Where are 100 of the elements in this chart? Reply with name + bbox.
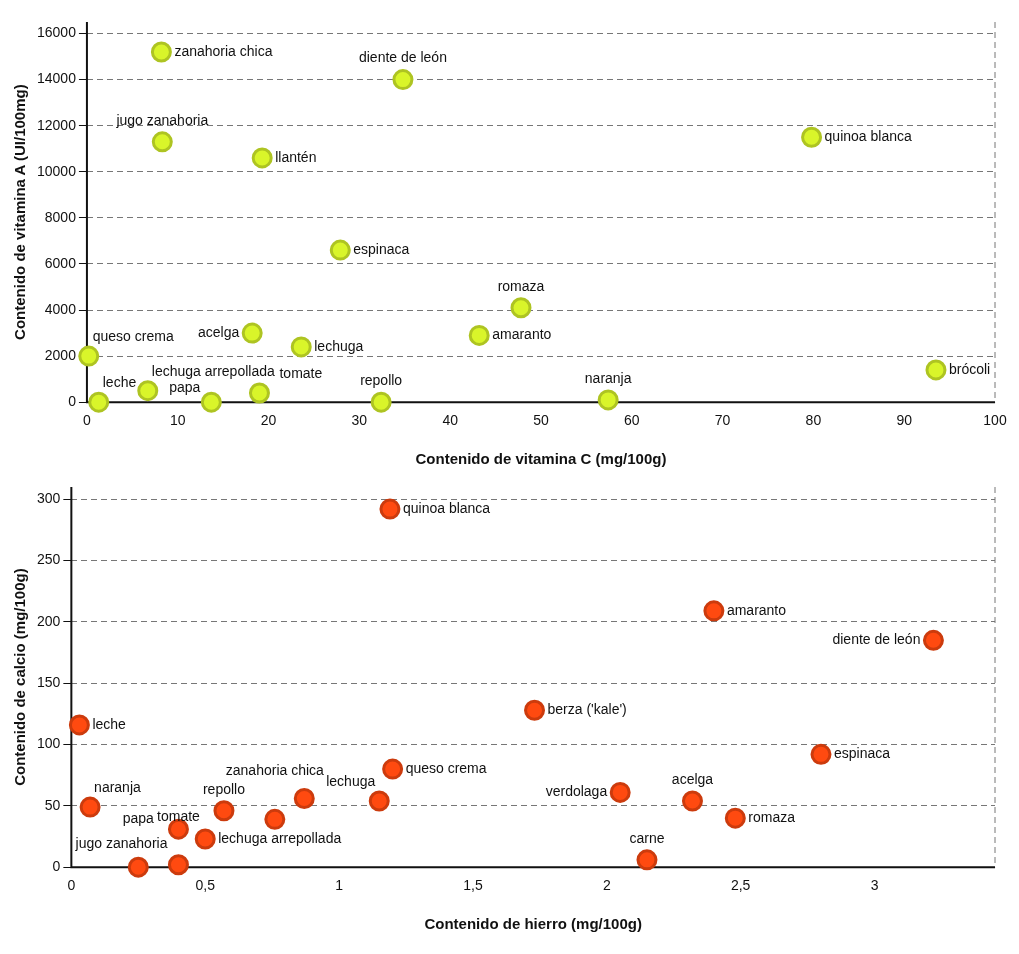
annotation: brócoli [948,360,991,377]
y-tick-label: 10000 [36,162,77,179]
point [248,382,270,404]
point [137,380,159,402]
x-tick-label: 1 [335,877,344,894]
annotation: queso crema [92,327,174,344]
annotation: repollo [202,780,246,797]
annotation: leche [102,374,137,391]
x-tick-label: 10 [169,412,186,429]
point [213,800,235,822]
y-tick-label: 250 [37,551,61,568]
x-tick-label: 80 [805,412,822,429]
annotation: acelga [197,323,240,340]
annotation: espinaca [353,240,410,257]
point [681,790,703,812]
annotation: naranja [584,369,632,386]
point [79,796,101,818]
point [810,743,832,765]
annotation: quinoa blanca [824,128,912,145]
annotation: zanahoria chica [225,762,325,779]
point [703,600,725,622]
point [379,498,401,520]
point [922,629,944,651]
annotation: jugo zanahoria [74,834,168,851]
point [468,324,490,346]
x-tick-label: 100 [983,412,1007,429]
point [251,147,273,169]
annotation: tomate [157,807,201,824]
x-axis-title: Contenido de hierro (mg/100g) [424,915,642,933]
point [636,849,658,871]
annotation: romaza [497,277,545,294]
annotation: carne [629,829,665,846]
point [167,854,189,876]
y-axis-title: Contenido de vitamina A (UI/100mg) [11,84,29,340]
x-tick-label: 20 [260,412,277,429]
annotation: romaza [748,809,796,825]
annotation: zanahoria chica [174,42,273,59]
x-tick-label: 1,5 [463,877,483,894]
y-tick-label: 16000 [36,24,77,41]
point [68,714,90,736]
x-tick-label: 30 [351,412,368,429]
x-tick-label: 2,5 [730,877,751,894]
point [724,807,746,829]
point [382,758,404,780]
annotation: amaranto [492,326,552,343]
annotation: lechuga arrepollada [218,829,342,846]
annotation: repollo [360,372,403,389]
point [194,828,216,850]
x-axis-title: Contenido de vitamina C (mg/100g) [415,450,667,468]
y-tick-label: 300 [37,490,61,507]
y-tick-label: 2000 [44,346,77,363]
annotation: jugo zanahoria [115,111,209,128]
annotation: queso crema [405,759,487,776]
annotation: papa [169,378,201,395]
point [329,239,351,261]
x-tick-label: 0,5 [195,877,216,894]
x-tick-label: 70 [714,412,731,429]
annotation: lechuga arrepollada [151,362,275,379]
y-tick-label: 4000 [44,300,77,317]
annotation: espinaca [833,745,891,762]
annotation: llantén [275,148,317,165]
point [925,359,947,381]
y-tick-label: 0 [52,858,61,875]
point [392,69,414,91]
point [290,336,312,358]
point [200,391,222,413]
annotation: lechuga [326,772,376,789]
y-tick-label: 200 [37,612,61,629]
point [264,808,286,830]
point [241,322,263,344]
annotation: amaranto [726,601,787,618]
y-tick-label: 0 [68,393,77,410]
annotation: diente de león [832,631,921,648]
y-tick-label: 50 [44,796,61,813]
point [368,790,390,812]
annotation: quinoa blanca [402,499,491,516]
y-tick-label: 8000 [44,208,77,225]
annotation: diente de león [358,49,447,66]
point [801,126,823,148]
x-tick-label: 60 [623,412,640,429]
annotation: tomate [279,364,323,381]
x-tick-label: 3 [870,877,879,894]
annotation: verdolaga [545,783,608,800]
x-tick-label: 0 [83,412,92,429]
x-tick-label: 40 [442,412,459,429]
y-tick-label: 150 [37,674,61,691]
y-tick-label: 6000 [44,254,77,271]
point [609,781,631,803]
y-tick-label: 14000 [36,70,77,87]
annotation: naranja [94,778,142,795]
point [78,345,100,367]
annotation: berza ('kale') [547,701,627,718]
annotation: lechuga [314,337,364,354]
point [127,856,149,878]
x-tick-label: 90 [896,412,913,429]
point [151,131,173,153]
y-tick-label: 100 [37,735,61,752]
y-axis-title: Contenido de calcio (mg/100g) [11,568,29,786]
point [524,699,546,721]
point [293,788,315,810]
